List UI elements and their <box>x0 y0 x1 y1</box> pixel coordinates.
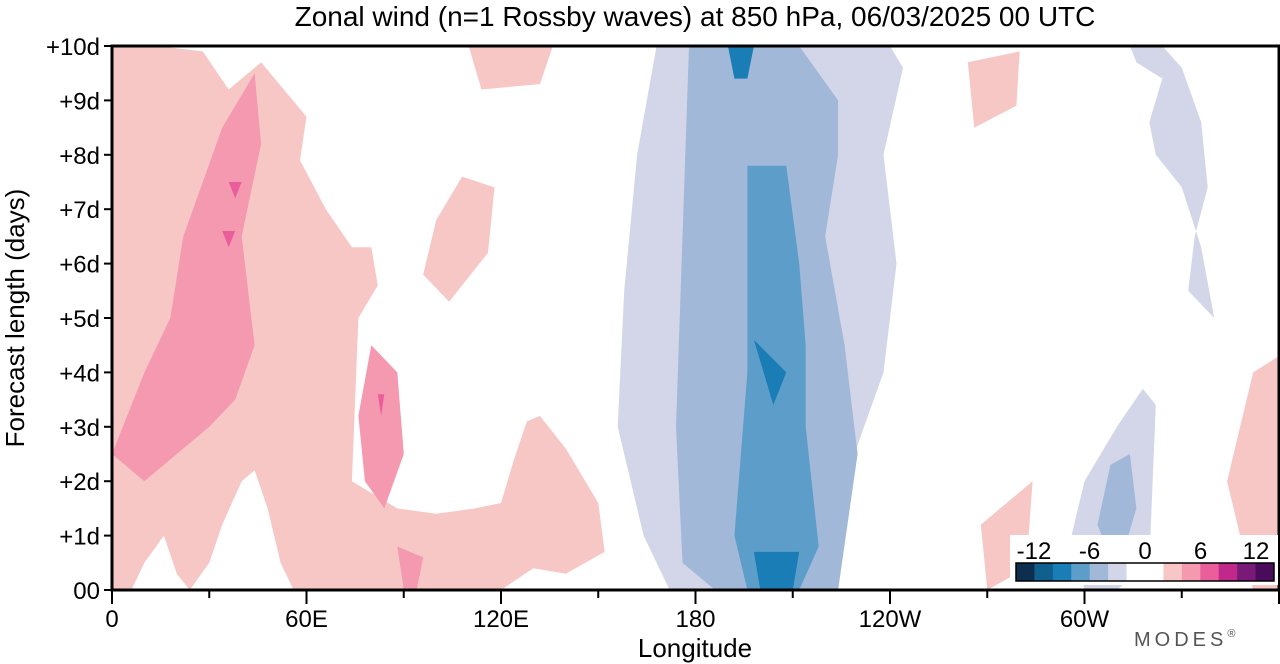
colorbar-label: 0 <box>1138 538 1151 565</box>
colorbar-swatch <box>1016 563 1035 581</box>
x-tick-label: 60E <box>285 606 328 633</box>
colorbar-legend: -12 -6 0 6 12 <box>1010 535 1278 585</box>
colorbar-swatch <box>1255 563 1275 581</box>
contour-atlantic-negative <box>1129 46 1215 318</box>
contour-east-edge-positive <box>1227 356 1279 590</box>
x-tick-label: 120E <box>473 606 529 633</box>
contour-north-pacific-blob <box>468 46 553 90</box>
colorbar-swatch <box>1163 563 1183 581</box>
contour-indian-ocean-peak-b <box>222 231 236 248</box>
colorbar-label: -12 <box>1017 538 1052 565</box>
colorbar-swatch <box>1108 563 1128 581</box>
contour-east-atlantic-positive-top <box>967 51 1020 128</box>
y-tick-label: +1d <box>59 524 100 551</box>
contour-southern-core <box>397 546 424 590</box>
x-tick-label: 180 <box>675 606 715 633</box>
contour-indian-ocean-peak-a <box>228 182 242 199</box>
chart-title: Zonal wind (n=1 Rossby waves) at 850 hPa… <box>295 1 1096 32</box>
x-tick-label: 120W <box>859 606 922 633</box>
y-tick-label: 00 <box>73 578 100 605</box>
brand-logo: MODES® <box>1134 628 1239 651</box>
colorbar-swatch <box>1181 563 1201 581</box>
contour-fills <box>112 46 1279 590</box>
colorbar-label: 6 <box>1194 538 1207 565</box>
x-tick-label: 0 <box>105 606 118 633</box>
y-tick-label: +6d <box>59 252 100 279</box>
brand-text: MODES <box>1134 629 1227 651</box>
colorbar-swatch <box>1218 563 1238 581</box>
y-tick-label: +9d <box>59 88 100 115</box>
colorbar-swatch <box>1145 563 1164 581</box>
y-tick-label: +7d <box>59 197 100 224</box>
colorbar-label: 12 <box>1243 538 1270 565</box>
colorbar-swatch <box>1034 563 1054 581</box>
contour-indian-ocean-core <box>112 73 262 482</box>
brand-mark: ® <box>1227 628 1239 640</box>
colorbar-swatch <box>1052 563 1072 581</box>
colorbar-swatch <box>1237 563 1257 581</box>
contour-central-pacific-positive <box>423 176 495 302</box>
colorbar-label: -6 <box>1079 538 1100 565</box>
y-tick-label: +3d <box>59 415 100 442</box>
x-axis-label: Longitude <box>638 633 752 663</box>
y-tick-label: +5d <box>59 306 100 333</box>
contour-dateline-peak-lower <box>753 551 800 590</box>
y-tick-label: +8d <box>59 143 100 170</box>
x-axis: 0 60E 120E 180 120W 60W <box>105 590 1280 633</box>
y-tick-label: +10d <box>46 34 100 61</box>
y-tick-label: +4d <box>59 360 100 387</box>
contour-dateline-peak-upper <box>753 339 787 405</box>
x-tick-label: 60W <box>1060 606 1110 633</box>
colorbar-swatch <box>1200 563 1220 581</box>
colorbar-frame <box>1015 562 1275 582</box>
contour-dateline-peak-top <box>727 46 754 79</box>
colorbar-swatch <box>1071 563 1091 581</box>
colorbar-swatch <box>1126 563 1146 581</box>
y-tick-label: +2d <box>59 469 100 496</box>
contour-bay-of-bengal-core <box>358 345 404 509</box>
y-axis-label: Forecast length (days) <box>0 189 30 448</box>
colorbar-swatch <box>1089 563 1109 581</box>
contour-bay-of-bengal-peak <box>377 394 385 416</box>
y-axis: 00 +1d +2d +3d +4d +5d +6d +7d +8d +9d +10d <box>46 34 112 605</box>
